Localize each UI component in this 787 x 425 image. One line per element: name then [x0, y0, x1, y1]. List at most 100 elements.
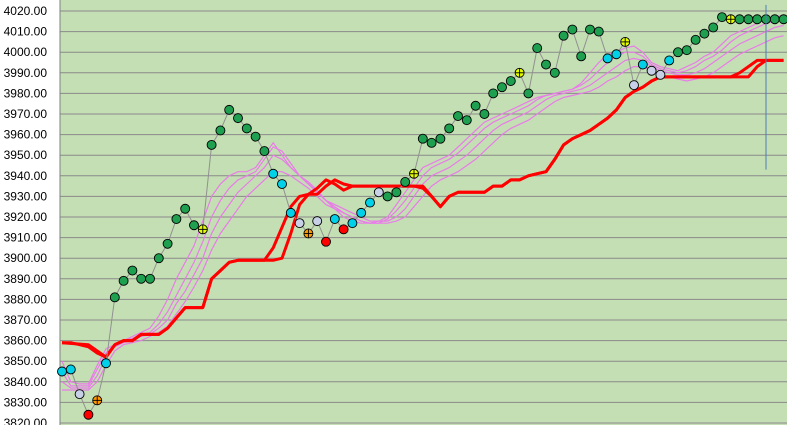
price-marker-green: [690, 34, 701, 45]
price-marker-yellow: [409, 168, 419, 179]
plot-area: [60, 0, 787, 425]
y-tick-label: 4010.00: [4, 25, 48, 39]
price-marker-green: [426, 137, 437, 148]
price-marker-red: [321, 236, 331, 247]
price-marker-cyan: [664, 55, 675, 66]
price-marker-green: [153, 253, 164, 264]
price-marker-cyan: [356, 207, 367, 218]
price-marker-green: [206, 139, 217, 150]
price-marker-green: [162, 238, 173, 249]
price-marker-green: [241, 123, 252, 134]
y-tick-label: 3890.00: [4, 272, 48, 286]
price-marker-green: [699, 28, 710, 39]
y-tick-label: 3920.00: [4, 210, 48, 224]
price-marker-green: [453, 111, 463, 122]
price-marker-green: [180, 203, 191, 214]
y-tick-label: 3830.00: [4, 395, 48, 409]
y-tick-label: 3940.00: [4, 169, 48, 183]
price-marker-green: [479, 109, 490, 119]
price-marker-green: [497, 82, 507, 93]
price-marker-cyan: [329, 214, 340, 225]
price-marker-yellow: [725, 14, 736, 25]
price-marker-green: [171, 214, 182, 225]
price-marker-green: [382, 191, 393, 202]
price-marker-green: [769, 14, 780, 25]
y-tick-label: 3820.00: [4, 416, 48, 425]
price-marker-green: [673, 47, 683, 58]
price-marker-white: [74, 389, 85, 400]
price-marker-cyan: [277, 179, 287, 189]
y-tick-label: 3880.00: [4, 292, 48, 306]
price-marker-green: [145, 273, 155, 284]
price-marker-green: [717, 12, 727, 23]
price-marker-green: [734, 14, 745, 25]
price-marker-cyan: [365, 197, 375, 208]
price-marker-white: [655, 69, 666, 80]
price-marker-green: [585, 24, 595, 35]
price-marker-red: [83, 409, 94, 420]
price-marker-green: [752, 14, 763, 25]
price-marker-green: [523, 88, 534, 99]
price-marker-green: [233, 113, 243, 124]
price-marker-red: [338, 224, 349, 235]
price-marker-yellow: [514, 67, 525, 78]
price-marker-cyan: [611, 49, 622, 60]
y-tick-label: 3990.00: [4, 66, 48, 80]
price-marker-orange: [92, 395, 103, 406]
price-marker-green: [708, 22, 719, 33]
price-marker-cyan: [65, 364, 76, 375]
thin-line-1: [61, 14, 784, 385]
price-marker-white: [629, 80, 639, 91]
y-tick-label: 3850.00: [4, 354, 48, 368]
y-tick-label: 4020.00: [4, 4, 48, 18]
price-marker-green: [505, 76, 516, 86]
price-marker-green: [558, 30, 569, 41]
y-tick-label: 3980.00: [4, 86, 48, 100]
price-marker-cyan: [637, 59, 648, 70]
price-marker-green: [391, 187, 402, 198]
y-tick-label: 3910.00: [4, 231, 48, 245]
price-marker-green: [136, 273, 147, 284]
price-marker-green: [127, 265, 138, 276]
y-tick-label: 4000.00: [4, 45, 48, 59]
price-marker-green: [250, 131, 261, 142]
price-marker-green: [488, 88, 499, 99]
price-marker-green: [778, 14, 787, 25]
price-marker-green: [743, 14, 754, 25]
y-tick-label: 3870.00: [4, 313, 48, 327]
price-marker-green: [470, 100, 481, 111]
y-tick-label: 3900.00: [4, 251, 48, 265]
price-marker-green: [189, 220, 199, 231]
price-marker-cyan: [101, 358, 111, 369]
price-marker-green: [215, 125, 226, 136]
price-marker-green: [435, 133, 446, 144]
price-marker-yellow: [197, 224, 208, 235]
y-tick-label: 3950.00: [4, 148, 48, 162]
price-marker-green: [532, 43, 543, 54]
y-tick-label: 3960.00: [4, 128, 48, 142]
price-marker-green: [259, 146, 270, 157]
price-marker-green: [681, 45, 692, 56]
price-marker-orange: [303, 228, 314, 239]
price-marker-cyan: [268, 168, 279, 179]
price-marker-white: [294, 218, 305, 229]
price-marker-cyan: [285, 207, 296, 218]
price-marker-green: [567, 24, 578, 35]
y-tick-label: 3860.00: [4, 334, 48, 348]
price-marker-white: [646, 65, 657, 76]
price-marker-cyan: [57, 366, 67, 377]
price-marker-green: [444, 123, 455, 134]
price-marker-green: [541, 59, 551, 70]
price-marker-yellow: [620, 36, 631, 47]
price-marker-green: [417, 133, 428, 144]
price-marker-white: [373, 187, 384, 198]
price-marker-cyan: [602, 53, 613, 64]
price-marker-green: [118, 275, 129, 286]
price-marker-green: [576, 51, 587, 62]
y-tick-label: 3930.00: [4, 189, 48, 203]
y-tick-label: 3970.00: [4, 107, 48, 121]
price-marker-cyan: [347, 218, 358, 229]
price-markers: [57, 12, 787, 420]
y-axis-labels: 4020.00 4010.00 4000.00 3990.00 3980.00 3970.…: [4, 4, 48, 425]
